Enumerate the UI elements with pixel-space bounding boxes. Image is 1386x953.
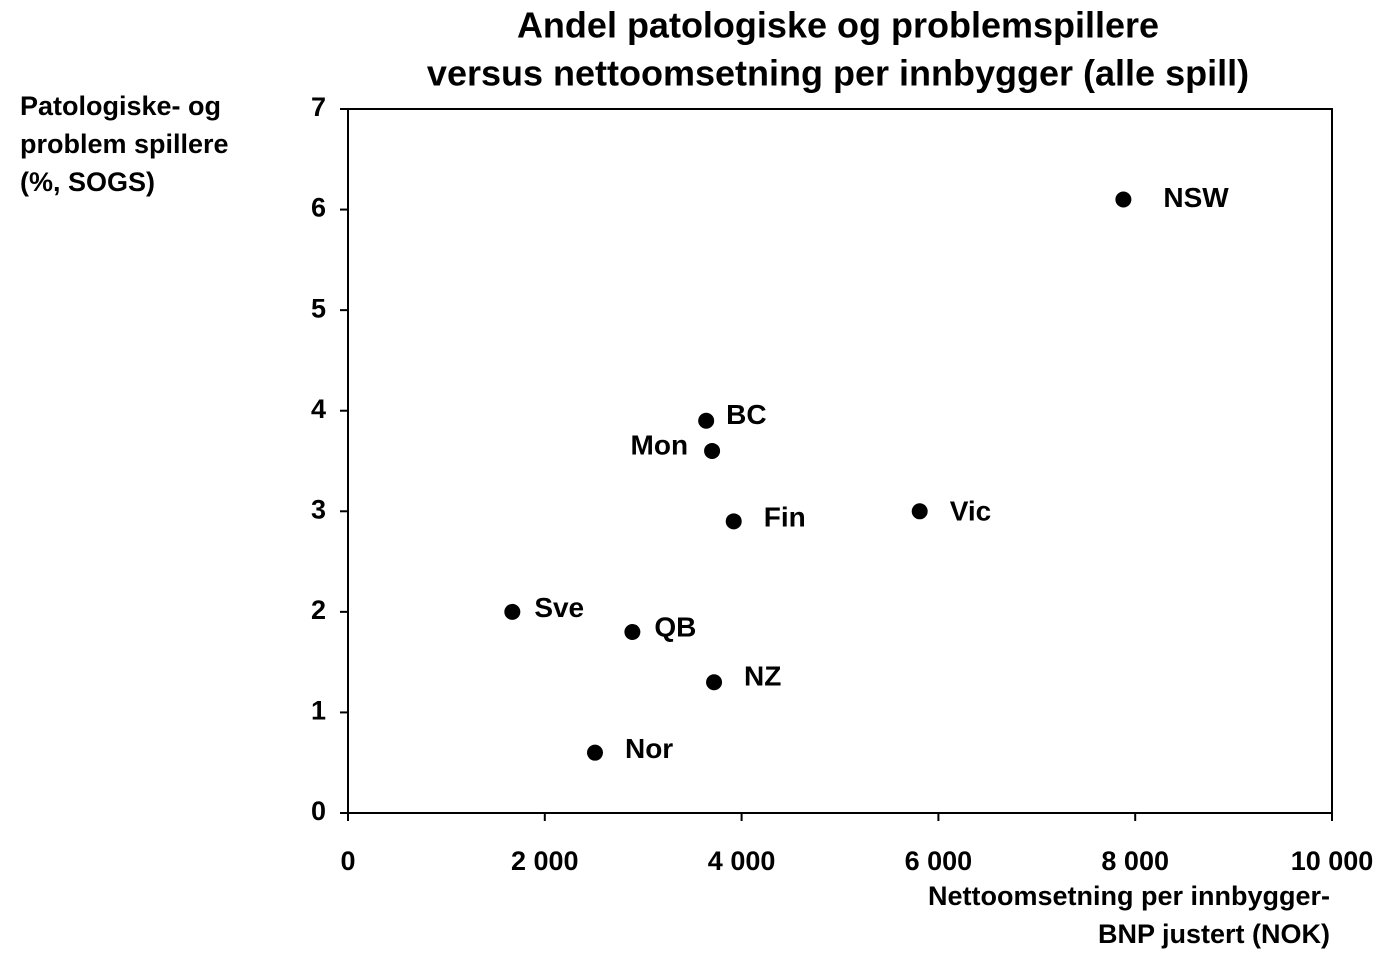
x-tick-label: 8 000 xyxy=(1101,846,1169,876)
x-tick-label: 6 000 xyxy=(905,846,973,876)
point-label: Fin xyxy=(764,502,806,533)
point xyxy=(704,442,721,459)
point xyxy=(624,623,641,640)
point-label: Nor xyxy=(625,733,673,764)
y-tick-label: 5 xyxy=(311,293,326,323)
point xyxy=(725,513,742,530)
y-tick-label: 0 xyxy=(311,796,326,826)
x-tick-label: 2 000 xyxy=(511,846,579,876)
plot-frame xyxy=(347,108,1333,814)
x-tick-label: 10 000 xyxy=(1291,846,1374,876)
y-axis-label: problem spillere xyxy=(20,129,229,159)
y-tick-label: 7 xyxy=(311,92,326,122)
y-axis-label: Patologiske- og xyxy=(20,91,221,121)
point-label: Mon xyxy=(631,429,689,460)
y-tick-label: 6 xyxy=(311,193,326,223)
x-tick-label: 0 xyxy=(340,846,355,876)
y-axis-label: (%, SOGS) xyxy=(20,167,155,197)
x-axis-label: BNP justert (NOK) xyxy=(1098,919,1330,949)
point xyxy=(698,412,715,429)
point-label: QB xyxy=(654,611,696,642)
point-label: NZ xyxy=(744,661,781,692)
chart-title: versus nettoomsetning per innbygger (all… xyxy=(427,53,1249,94)
point xyxy=(586,744,603,761)
point-label: BC xyxy=(726,399,766,430)
y-tick-label: 2 xyxy=(311,595,326,625)
x-tick-label: 4 000 xyxy=(708,846,776,876)
y-tick-label: 4 xyxy=(311,394,326,424)
point xyxy=(706,674,723,691)
point-label: Vic xyxy=(950,496,992,527)
y-tick-label: 3 xyxy=(311,494,326,524)
y-tick-label: 1 xyxy=(311,696,326,726)
x-axis-label: Nettoomsetning per innbygger- xyxy=(928,881,1330,911)
point-label: NSW xyxy=(1163,182,1229,213)
point xyxy=(911,503,928,520)
chart-title: Andel patologiske og problemspillere xyxy=(517,5,1159,46)
point-label: Sve xyxy=(534,592,584,623)
point xyxy=(1115,191,1132,208)
point xyxy=(504,603,521,620)
